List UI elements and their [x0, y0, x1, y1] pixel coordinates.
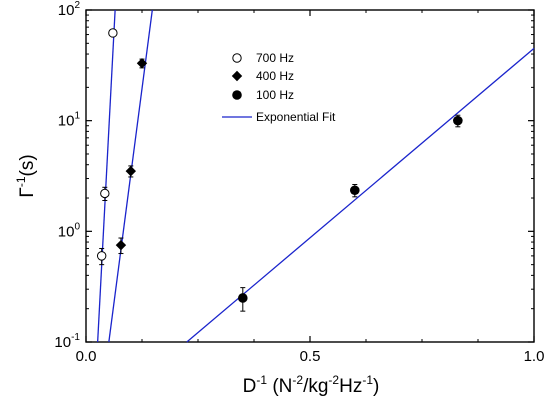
data-point-s0-p2: [108, 28, 118, 38]
y-tick-label: 102: [58, 0, 81, 19]
y-tick-label: 10-1: [54, 332, 80, 351]
x-axis-title: D-1 (N-2/kg-2Hz-1): [243, 373, 380, 397]
data-point-s1-p2: [136, 58, 148, 69]
y-tick-label: 101: [58, 111, 81, 130]
legend-marker-2: [232, 90, 242, 100]
data-point-s2-p2: [453, 115, 463, 126]
data-point-s2-p0: [238, 293, 248, 303]
legend: 700 Hz 400 Hz 100 Hz Exponential Fit: [222, 51, 336, 124]
fit-lines: [96, 9, 535, 343]
legend-label-0: 700 Hz: [256, 51, 294, 65]
plot-area-frame: [85, 9, 535, 343]
y-axis-title: Γ-1(s): [14, 154, 38, 197]
data-point-s2-p1: [350, 185, 360, 196]
data-point-s1-p1: [125, 165, 136, 177]
legend-marker-0: [232, 53, 242, 63]
data-point-s0-p1: [100, 188, 110, 199]
legend-label-1: 400 Hz: [256, 69, 294, 83]
x-tick-label: 1.0: [524, 348, 545, 365]
y-tick-label: 100: [58, 221, 81, 240]
legend-marker-1: [231, 70, 243, 82]
legend-label-2: 100 Hz: [256, 88, 294, 102]
x-tick-label: 0.5: [300, 348, 321, 365]
fit-line-0: [96, 9, 116, 343]
data-points: [96, 28, 463, 312]
legend-label-fit: Exponential Fit: [256, 110, 336, 124]
data-point-s0-p0: [96, 251, 107, 261]
y-axis-ticks: 10-1 100 101 102: [54, 0, 534, 351]
fit-line-2: [186, 47, 535, 343]
data-point-s1-p0: [115, 239, 127, 251]
x-tick-label: 0.0: [76, 348, 97, 365]
x-axis-ticks: 0.0 0.5 1.0: [76, 10, 545, 365]
